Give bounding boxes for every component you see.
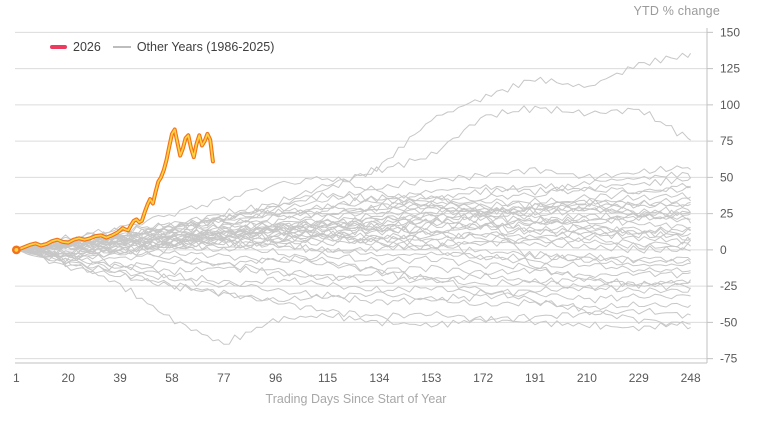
x-tick-label-20: 20: [62, 371, 76, 385]
x-tick-label-229: 229: [629, 371, 649, 385]
x-tick-label-77: 77: [217, 371, 231, 385]
y-tick-label-150: 150: [720, 25, 740, 39]
legend-swatch-other-years-icon: [112, 46, 131, 48]
series-line-2008: [16, 229, 691, 330]
legend-label-2026: 2026: [73, 40, 101, 54]
series-line-2020: [16, 249, 691, 345]
x-tick-label-248: 248: [681, 371, 701, 385]
x-tick-label-210: 210: [577, 371, 597, 385]
series-line-2011: [16, 249, 691, 289]
series-line-2025: [16, 234, 691, 254]
y-tick-label-0: 0: [720, 243, 727, 257]
series-line-2010: [16, 213, 692, 255]
series-line-2009: [16, 249, 691, 323]
series-line-2022: [16, 249, 691, 304]
legend-item-other-years[interactable]: Other Years (1986-2025): [112, 40, 275, 54]
legend: 2026 Other Years (1986-2025): [50, 40, 274, 54]
series-line-2018: [16, 215, 691, 251]
legend-label-other-years: Other Years (1986-2025): [136, 40, 275, 54]
legend-item-2026[interactable]: 2026: [50, 40, 101, 54]
x-tick-label-1: 1: [13, 371, 20, 385]
y-tick-label--75: -75: [720, 352, 738, 366]
series-line-2023: [16, 249, 691, 312]
y-tick-label--50: -50: [720, 315, 738, 329]
series-line-2017: [16, 105, 691, 251]
x-axis-title: Trading Days Since Start of Year: [265, 392, 447, 406]
y-tick-label-125: 125: [720, 62, 740, 76]
y-tick-label-100: 100: [720, 98, 740, 112]
series-line-2021: [16, 197, 691, 251]
legend-swatch-2026-icon: [50, 44, 67, 50]
series-line-2014: [16, 231, 691, 252]
series-line-2019: [16, 220, 691, 257]
series-line-2024: [16, 235, 691, 259]
series-line-1998: [16, 239, 691, 264]
y-tick-label-25: 25: [720, 207, 734, 221]
x-tick-label-58: 58: [165, 371, 179, 385]
y-axis-title: YTD % change: [633, 4, 720, 18]
series-line-2026-inner: [15, 128, 214, 251]
x-tick-label-39: 39: [113, 371, 127, 385]
series-line-2012: [16, 230, 692, 254]
series-line-2002: [16, 249, 691, 279]
series-line-2001: [16, 249, 691, 273]
x-tick-label-115: 115: [318, 371, 337, 385]
y-tick-label-75: 75: [720, 134, 734, 148]
series-2026-start-dot-core: [14, 247, 19, 252]
x-tick-label-153: 153: [421, 371, 441, 385]
x-tick-label-191: 191: [525, 371, 545, 385]
x-tick-label-172: 172: [473, 371, 493, 385]
x-tick-label-134: 134: [369, 371, 389, 385]
y-tick-label--25: -25: [720, 279, 738, 293]
x-tick-label-96: 96: [269, 371, 283, 385]
series-line-2005: [16, 200, 691, 251]
y-tick-label-50: 50: [720, 170, 734, 184]
series-line-2016: [16, 249, 692, 297]
